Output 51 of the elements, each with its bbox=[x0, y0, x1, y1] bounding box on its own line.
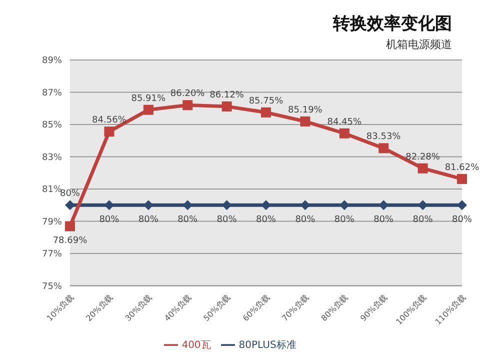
point bbox=[261, 200, 271, 210]
data-label: 86.12% bbox=[210, 90, 244, 100]
y-tick-label: 75% bbox=[42, 282, 62, 292]
point bbox=[457, 174, 467, 184]
data-label: 84.56% bbox=[92, 116, 127, 126]
legend-label: 80PLUS标准 bbox=[238, 340, 296, 351]
data-label: 80% bbox=[295, 215, 316, 226]
point bbox=[261, 107, 271, 118]
point bbox=[418, 163, 428, 174]
point bbox=[378, 143, 389, 154]
point bbox=[418, 200, 428, 210]
chart-subtitle: 机箱电源频道 bbox=[385, 37, 452, 52]
data-label: 85.75% bbox=[248, 96, 284, 106]
point bbox=[457, 200, 467, 210]
data-label: 84.45% bbox=[327, 117, 362, 128]
data-label: 80% bbox=[60, 189, 80, 200]
point bbox=[300, 200, 310, 210]
y-tick-label: 89% bbox=[42, 56, 62, 66]
point bbox=[339, 128, 350, 138]
point bbox=[222, 101, 232, 112]
point bbox=[300, 116, 310, 126]
point bbox=[104, 200, 114, 210]
y-tick-label: 85% bbox=[42, 120, 62, 131]
data-label: 86.20% bbox=[170, 89, 206, 100]
point bbox=[222, 200, 232, 210]
data-label: 78.69% bbox=[52, 236, 88, 246]
data-label: 80% bbox=[452, 215, 472, 226]
data-label: 80% bbox=[374, 215, 394, 226]
y-tick-label: 77% bbox=[42, 250, 62, 260]
data-label: 80% bbox=[138, 215, 159, 226]
y-tick-label: 83% bbox=[42, 152, 62, 163]
y-tick-label: 87% bbox=[42, 88, 62, 98]
legend-label: 400瓦 bbox=[182, 340, 211, 351]
data-label: 80% bbox=[99, 215, 120, 226]
point bbox=[182, 100, 193, 110]
data-label: 80% bbox=[178, 215, 198, 226]
data-label: 81.62% bbox=[444, 162, 480, 173]
data-label: 80% bbox=[216, 215, 238, 226]
data-label: 80% bbox=[256, 215, 276, 226]
chart-title: 转换效率变化图 bbox=[332, 13, 452, 35]
point bbox=[143, 104, 154, 115]
y-tick-label: 79% bbox=[42, 217, 62, 228]
point bbox=[65, 200, 75, 210]
data-label: 85.19% bbox=[288, 105, 323, 116]
data-label: 85.91% bbox=[131, 94, 166, 104]
data-label: 83.53% bbox=[366, 132, 402, 142]
point bbox=[104, 126, 114, 137]
data-label: 80% bbox=[412, 215, 434, 226]
point bbox=[65, 221, 75, 232]
data-label: 80% bbox=[334, 215, 355, 226]
data-label: 82.28% bbox=[406, 152, 440, 162]
